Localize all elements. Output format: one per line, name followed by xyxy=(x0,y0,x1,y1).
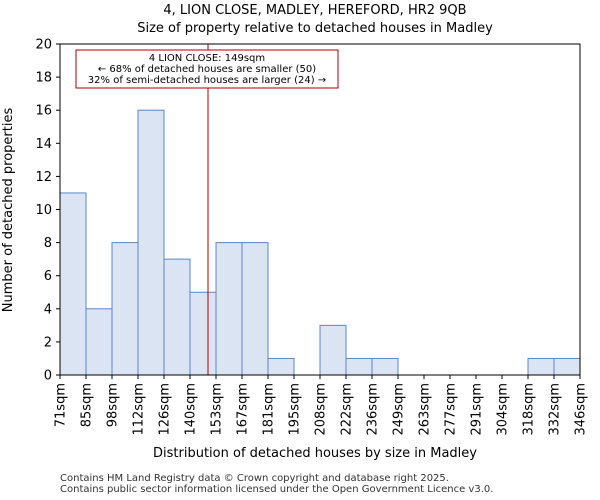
annotation-box xyxy=(75,49,339,89)
x-tick-label: 277sqm xyxy=(444,383,459,436)
x-tick-label: 71sqm xyxy=(54,383,69,427)
bar-85sqm xyxy=(85,308,113,376)
x-tick-label: 181sqm xyxy=(262,383,277,436)
bar-126sqm xyxy=(163,258,191,376)
annotation-line-3: 32% of semi-detached houses are larger (… xyxy=(88,75,326,86)
y-tick-label: 20 xyxy=(35,38,52,53)
y-tick-label: 0 xyxy=(44,369,52,384)
bar-208sqm xyxy=(319,324,347,376)
footer-line-1: Contains HM Land Registry data © Crown c… xyxy=(60,473,449,484)
x-tick-label: 291sqm xyxy=(470,383,485,436)
bar-332sqm xyxy=(553,357,581,376)
bar-181sqm xyxy=(267,357,295,376)
bar-71sqm xyxy=(59,192,87,376)
annotation-line-2: ← 68% of detached houses are smaller (50… xyxy=(98,64,316,75)
x-tick-label: 153sqm xyxy=(210,383,225,436)
x-tick-label: 263sqm xyxy=(418,383,433,436)
x-tick-label: 318sqm xyxy=(522,383,537,436)
x-tick-label: 346sqm xyxy=(574,383,589,436)
y-tick-label: 4 xyxy=(44,302,52,317)
x-tick-label: 249sqm xyxy=(392,383,407,436)
x-tick-label: 332sqm xyxy=(548,383,563,436)
x-tick-label: 222sqm xyxy=(340,383,355,436)
x-tick-label: 112sqm xyxy=(132,383,147,436)
y-tick-label: 2 xyxy=(44,335,52,350)
x-tick-label: 85sqm xyxy=(80,383,95,427)
annotation-line-1: 4 LION CLOSE: 149sqm xyxy=(149,53,265,64)
bar-167sqm xyxy=(241,242,269,376)
bar-112sqm xyxy=(137,109,165,376)
y-tick-label: 12 xyxy=(35,170,52,185)
x-tick-label: 98sqm xyxy=(106,383,121,427)
bar-153sqm xyxy=(215,242,243,376)
x-tick-label: 236sqm xyxy=(366,383,381,436)
x-tick-label: 167sqm xyxy=(236,383,251,436)
bar-140sqm xyxy=(189,291,217,376)
chart-title: 4, LION CLOSE, MADLEY, HEREFORD, HR2 9QB xyxy=(163,3,466,18)
y-tick-label: 6 xyxy=(44,269,52,284)
y-tick-label: 8 xyxy=(44,236,52,251)
y-tick-label: 18 xyxy=(35,71,52,86)
y-tick-label: 10 xyxy=(35,203,52,218)
x-tick-label: 304sqm xyxy=(496,383,511,436)
x-tick-label: 140sqm xyxy=(184,383,199,436)
bar-236sqm xyxy=(371,357,399,376)
x-tick-label: 126sqm xyxy=(158,383,173,436)
chart-subtitle: Size of property relative to detached ho… xyxy=(137,21,493,36)
x-tick-label: 208sqm xyxy=(314,383,329,436)
x-axis-label: Distribution of detached houses by size … xyxy=(153,446,477,461)
y-tick-label: 14 xyxy=(35,137,52,152)
x-tick-label: 195sqm xyxy=(288,383,303,436)
y-tick-label: 16 xyxy=(35,104,52,119)
footer-line-2: Contains public sector information licen… xyxy=(60,484,494,495)
bar-222sqm xyxy=(345,357,373,376)
bar-98sqm xyxy=(111,242,139,376)
bar-318sqm xyxy=(527,357,555,376)
plot-frame xyxy=(59,43,581,376)
y-axis-label: Number of detached properties xyxy=(1,108,16,313)
